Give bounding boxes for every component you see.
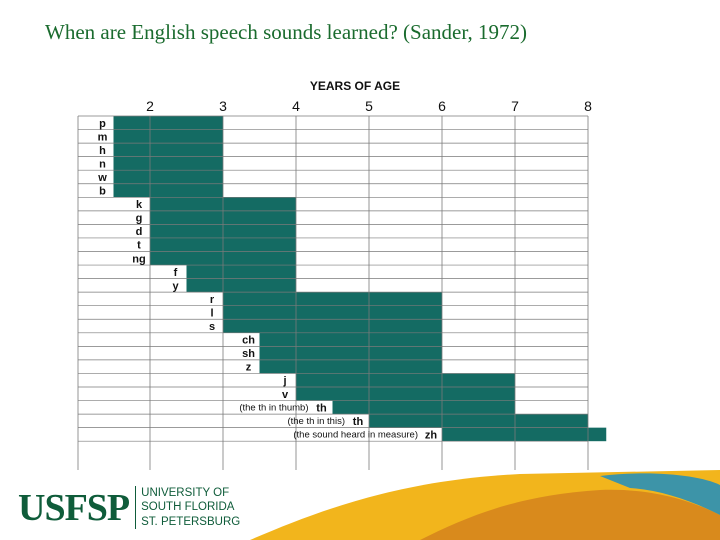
- bar: [113, 116, 223, 130]
- bar: [223, 292, 442, 306]
- sound-label: y: [172, 280, 179, 292]
- sound-label: n: [99, 158, 106, 170]
- sound-note: (the th in this): [287, 416, 345, 427]
- slide-title: When are English speech sounds learned? …: [45, 20, 527, 44]
- x-tick-label: 3: [219, 98, 227, 114]
- chart-title: YEARS OF AGE: [310, 79, 400, 93]
- bar: [186, 265, 296, 279]
- bar: [332, 400, 515, 415]
- logo-line-1: UNIVERSITY OF: [141, 487, 230, 499]
- x-tick-label: 5: [365, 98, 373, 114]
- sound-label: l: [210, 307, 213, 319]
- bar: [259, 359, 442, 374]
- sound-label: t: [137, 240, 141, 252]
- sound-label: s: [209, 321, 215, 333]
- x-tick-label: 8: [584, 98, 592, 114]
- sound-label: ch: [242, 335, 255, 347]
- x-tick-label: 2: [146, 98, 154, 114]
- sound-label: h: [99, 145, 106, 157]
- x-tick-label: 4: [292, 98, 300, 114]
- sound-label: p: [99, 118, 106, 130]
- bar: [369, 414, 588, 428]
- sound-label: v: [282, 389, 289, 401]
- logo-line-2: SOUTH FLORIDA: [141, 501, 235, 514]
- bar: [259, 346, 442, 360]
- bar: [113, 143, 223, 157]
- bar: [223, 305, 442, 320]
- x-tick-label: 7: [511, 98, 519, 114]
- bar: [296, 387, 515, 401]
- sound-note: (the th in thumb): [239, 402, 308, 413]
- footer-swoosh: [250, 470, 720, 540]
- x-tick-label: 6: [438, 98, 446, 114]
- bar: [442, 427, 607, 442]
- bar: [113, 170, 223, 184]
- bar: [113, 156, 223, 171]
- sound-note: (the sound heard in measure): [293, 429, 418, 440]
- sound-label: j: [282, 375, 286, 387]
- sound-label: ng: [132, 253, 145, 265]
- sound-label: sh: [242, 348, 255, 360]
- sound-label: k: [136, 199, 143, 211]
- sound-label: r: [210, 294, 215, 306]
- sound-label: b: [99, 186, 106, 198]
- bar: [113, 129, 223, 144]
- usfsp-logo: USFSP UNIVERSITY OF SOUTH FLORIDA ST. PE…: [18, 486, 241, 530]
- logo-line-3: ST. PETERSBURG: [141, 515, 241, 528]
- bar: [296, 373, 515, 387]
- bar: [113, 183, 223, 198]
- bar: [186, 278, 296, 293]
- logo-text: UNIVERSITY OF SOUTH FLORIDA ST. PETERSBU…: [135, 486, 241, 530]
- sound-label: f: [174, 267, 178, 279]
- logo-mark: USFSP: [18, 486, 130, 529]
- sound-label: th: [353, 416, 364, 428]
- bar: [259, 332, 442, 347]
- sound-label: th: [316, 402, 327, 414]
- sound-label: m: [98, 131, 108, 143]
- sound-label: d: [136, 226, 143, 238]
- sound-label: g: [136, 213, 143, 225]
- sound-label: zh: [425, 429, 438, 441]
- sound-label: w: [97, 172, 107, 184]
- bar: [223, 319, 442, 333]
- sound-label: z: [246, 362, 252, 374]
